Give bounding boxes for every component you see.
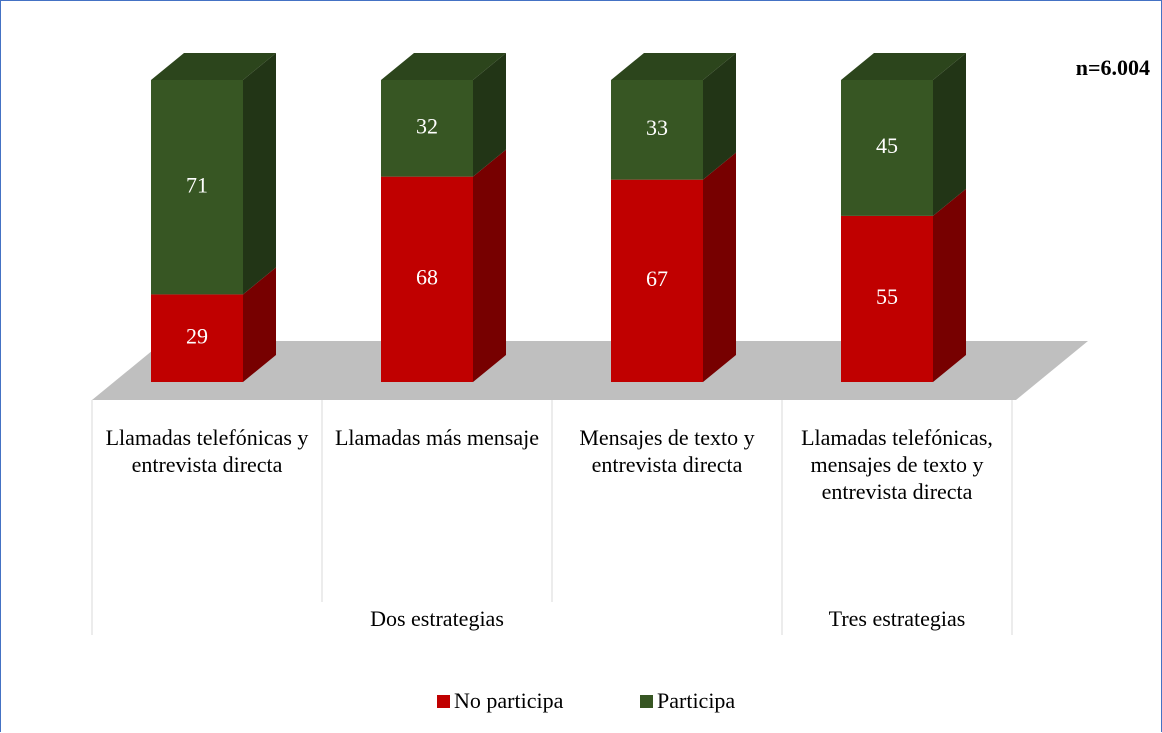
bar-top: [151, 53, 276, 80]
x-tick-label: Llamadas telefónicas, mensajes de texto …: [801, 425, 993, 504]
bar: [381, 176, 473, 382]
data-label: 33: [646, 115, 668, 140]
x-tick-label: Mensajes de texto y entrevista directa: [579, 425, 755, 477]
legend-label: Participa: [657, 688, 736, 713]
data-label: 45: [876, 133, 898, 158]
bar-side: [473, 53, 506, 177]
bar: [841, 215, 933, 382]
data-label: 67: [646, 266, 668, 291]
legend-item: Participa: [640, 688, 735, 714]
legend-label: No participa: [454, 688, 564, 713]
bar-top: [611, 53, 736, 80]
floor: [92, 341, 1088, 400]
legend-item: No participa: [437, 688, 563, 714]
data-label: 29: [186, 323, 208, 348]
data-label: 55: [876, 284, 898, 309]
legend-swatch: [640, 694, 653, 708]
bar: [841, 80, 933, 216]
bar-side: [933, 53, 966, 216]
x-tick-label: Llamadas telefónicas y entrevista direct…: [105, 425, 309, 477]
bar-top: [381, 53, 506, 80]
bar: [381, 80, 473, 177]
bar-side: [243, 53, 276, 295]
bar-side: [933, 188, 966, 382]
data-label: 68: [416, 264, 438, 289]
bar: [151, 80, 243, 295]
legend-swatch: [437, 694, 450, 708]
bar-top: [841, 53, 966, 80]
x-tick-label: Llamadas más mensaje: [334, 425, 540, 450]
bar: [611, 179, 703, 382]
annotation: n=6.004: [1076, 55, 1150, 80]
group-label: Dos estrategias: [370, 606, 504, 631]
data-label: 32: [416, 113, 438, 138]
bar: [151, 294, 243, 382]
bar-side: [243, 267, 276, 382]
bar-side: [473, 149, 506, 382]
bar: [611, 80, 703, 180]
group-label: Tres estrategias: [828, 606, 966, 631]
bar-side: [703, 152, 736, 382]
data-label: 71: [186, 172, 208, 197]
bar-side: [703, 53, 736, 180]
